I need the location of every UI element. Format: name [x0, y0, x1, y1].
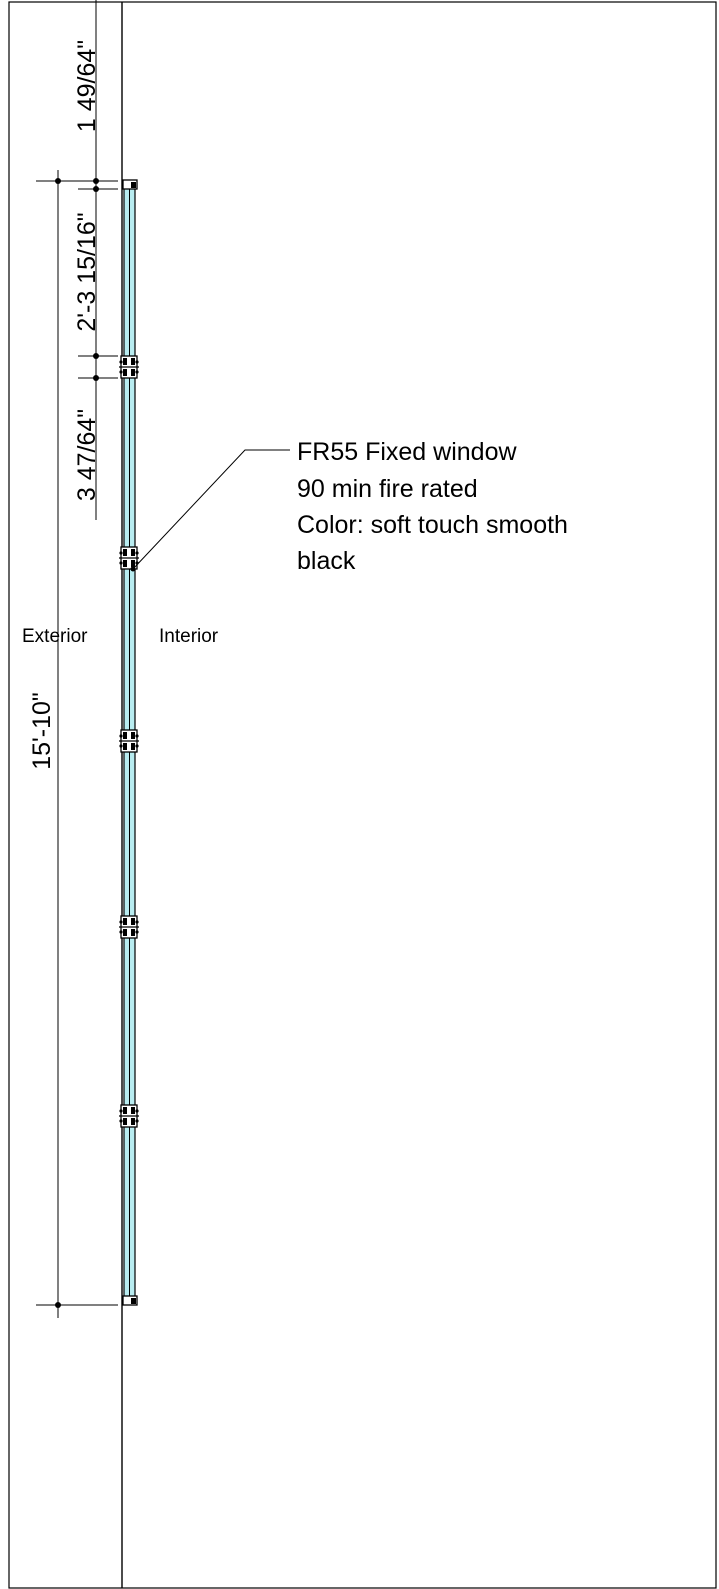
- label-exterior: Exterior: [22, 626, 88, 647]
- callout-line-3: Color: soft touch smooth: [297, 511, 568, 539]
- callout-leader: [132, 449, 290, 570]
- callout-line-2: 90 min fire rated: [297, 475, 478, 503]
- mullion: [119, 915, 139, 939]
- dim-overall-height: 15'-10": [28, 692, 56, 770]
- sheet-border: [8, 1, 717, 1589]
- dimension-lines: [36, 0, 118, 1318]
- frame-sill: [122, 1295, 138, 1306]
- mullion: [119, 1104, 139, 1128]
- mullion-group: [119, 355, 139, 1128]
- dim-mullion-gap: 3 47/64": [73, 409, 101, 501]
- mullion: [119, 355, 139, 379]
- mullion: [119, 546, 139, 570]
- callout-leader-dot: [130, 566, 136, 572]
- frame-head: [122, 179, 138, 190]
- callout-line-1: FR55 Fixed window: [297, 438, 517, 466]
- dim-top-offset: 1 49/64": [73, 40, 101, 132]
- mullion: [119, 729, 139, 753]
- callout-line-4: black: [297, 547, 356, 575]
- label-interior: Interior: [159, 626, 219, 647]
- dim-first-panel: 2'-3 15/16": [73, 212, 101, 331]
